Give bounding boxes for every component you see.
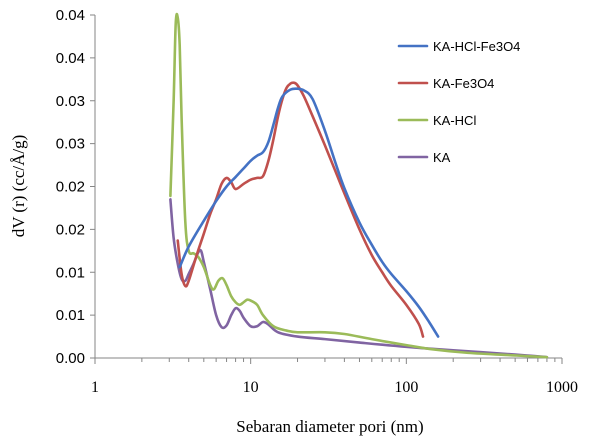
x-tick-label: 1 [91, 379, 99, 396]
y-tick-label: 0.00 [56, 350, 85, 367]
series-layer [169, 12, 549, 359]
legend-label-ka-fe3o4: KA-Fe3O4 [433, 76, 494, 91]
series-line-ka-hcl [169, 12, 549, 359]
y-tick-label: 0.03 [56, 93, 85, 110]
x-tick-label: 10 [243, 379, 259, 396]
legend-label-ka-hcl: KA-HCl [433, 113, 476, 128]
y-tick-label: 0.01 [56, 307, 85, 324]
y-tick-label: 0.04 [56, 50, 85, 67]
legend: KA-HCl-Fe3O4 KA-Fe3O4 KA-HCl KA [397, 39, 520, 165]
series-line-ka-hcl-fe3o4 [178, 87, 440, 338]
x-tick-label: 100 [394, 379, 418, 396]
axes: 0.00 0.01 0.01 0.02 0.02 0.03 0.03 0.04 0.04 1 10 1… [56, 7, 578, 396]
x-axis-title: Sebaran diameter pori (nm) [236, 417, 423, 436]
y-tick-label: 0.01 [56, 264, 85, 281]
y-tick-label: 0.02 [56, 179, 85, 196]
legend-label-ka-hcl-fe3o4: KA-HCl-Fe3O4 [433, 39, 520, 54]
y-tick-label: 0.04 [56, 7, 85, 24]
series-line-ka-fe3o4 [176, 81, 425, 338]
y-axis-title: dV (r) (cc/Å/g) [9, 135, 28, 238]
legend-label-ka: KA [433, 150, 451, 165]
y-tick-label: 0.02 [56, 221, 85, 238]
series-line-ka [169, 198, 549, 359]
x-tick-label: 1000 [546, 379, 578, 396]
y-tick-label: 0.03 [56, 136, 85, 153]
